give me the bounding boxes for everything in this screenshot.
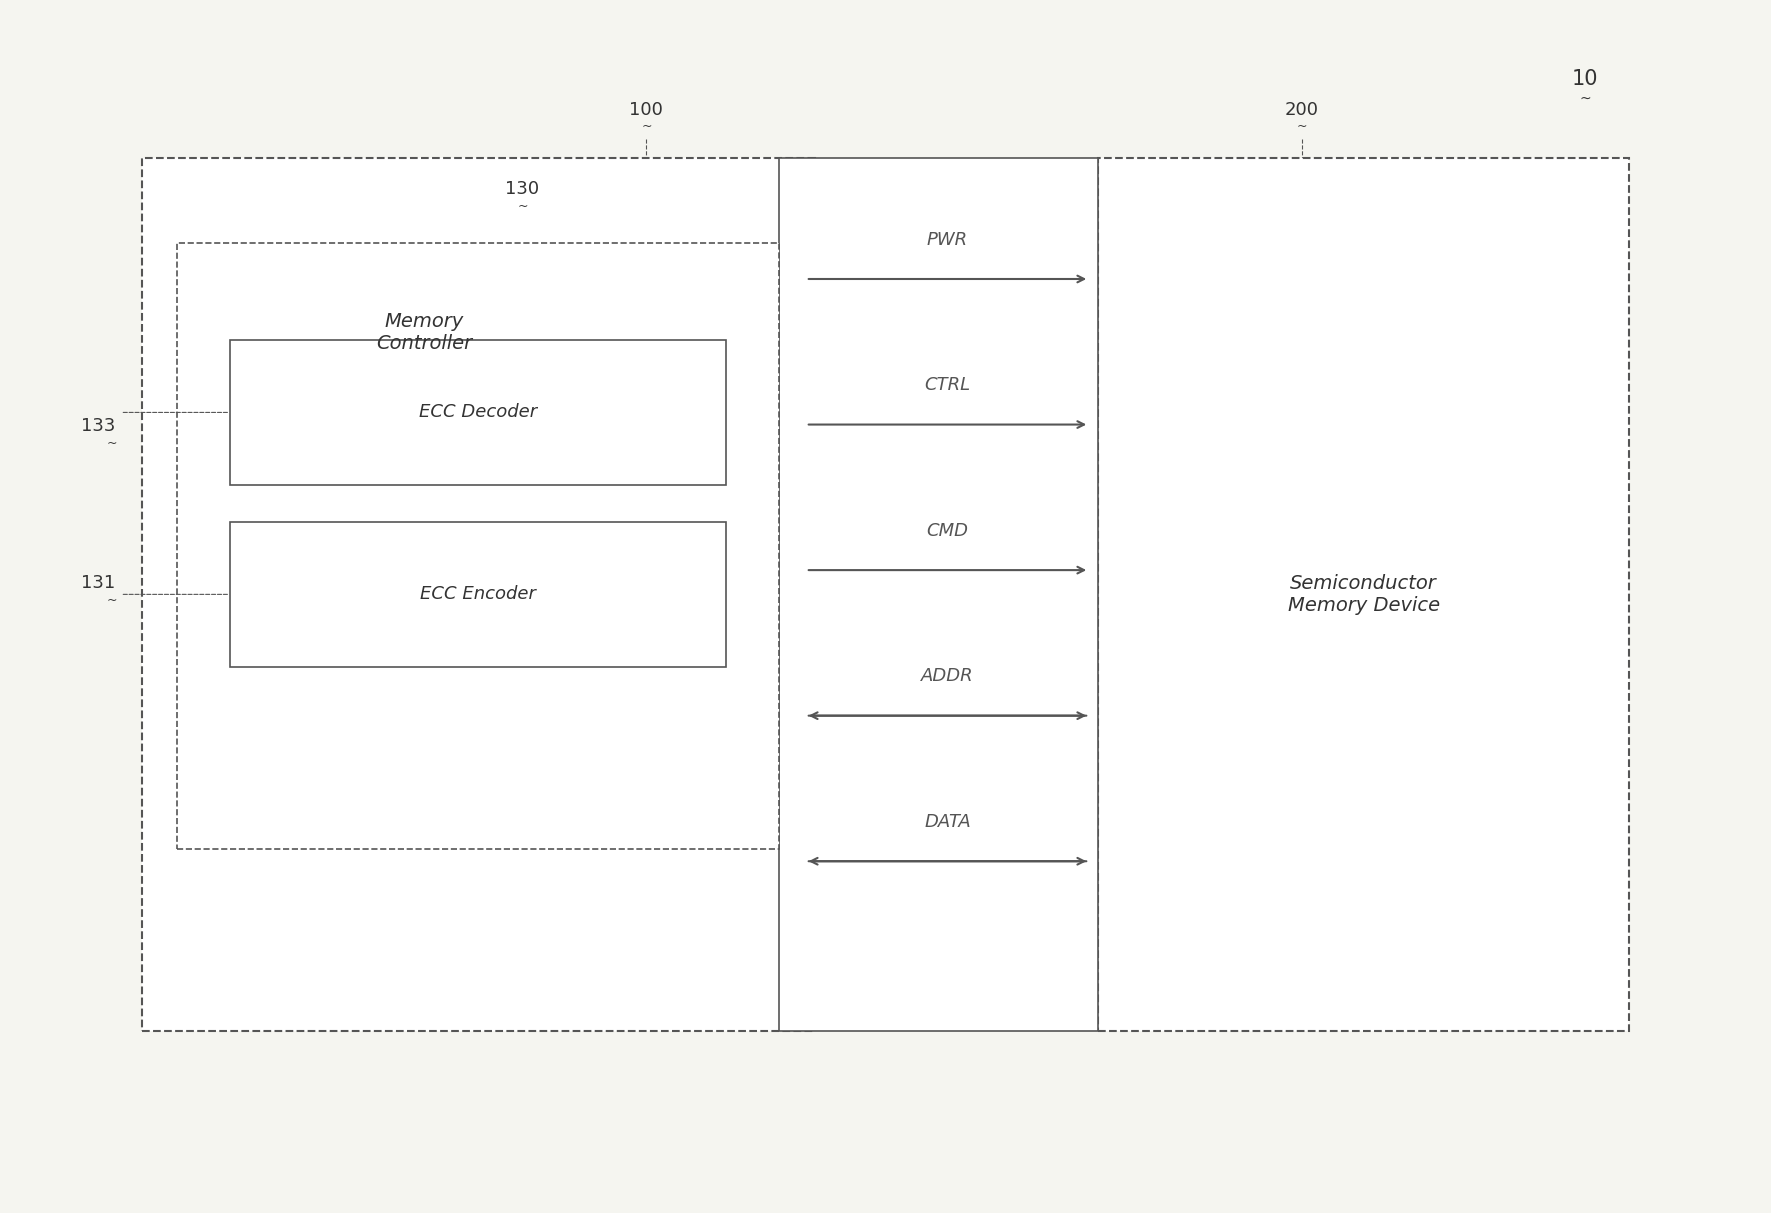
Text: DATA: DATA — [924, 813, 971, 831]
Text: Memory
Controller: Memory Controller — [375, 312, 473, 353]
FancyBboxPatch shape — [779, 158, 1098, 1031]
Text: ~: ~ — [106, 594, 117, 606]
Text: ~: ~ — [641, 120, 652, 132]
Text: 131: 131 — [81, 574, 115, 592]
Text: 200: 200 — [1284, 101, 1319, 119]
Text: 130: 130 — [505, 180, 540, 198]
Text: CMD: CMD — [926, 522, 969, 540]
Text: ~: ~ — [1580, 92, 1590, 106]
Text: 133: 133 — [81, 416, 115, 434]
FancyBboxPatch shape — [142, 158, 815, 1031]
FancyBboxPatch shape — [230, 340, 726, 485]
Text: 100: 100 — [629, 101, 664, 119]
FancyBboxPatch shape — [230, 522, 726, 667]
Text: CTRL: CTRL — [924, 376, 971, 394]
Text: ~: ~ — [106, 437, 117, 449]
Text: ECC Encoder: ECC Encoder — [420, 586, 537, 603]
FancyBboxPatch shape — [177, 243, 779, 849]
Text: PWR: PWR — [926, 230, 969, 249]
Text: 10: 10 — [1573, 69, 1597, 89]
Text: ~: ~ — [1296, 120, 1307, 132]
Text: Semiconductor
Memory Device: Semiconductor Memory Device — [1288, 574, 1440, 615]
Text: ADDR: ADDR — [921, 667, 974, 685]
Text: ECC Decoder: ECC Decoder — [420, 404, 537, 421]
Text: ~: ~ — [517, 200, 528, 212]
FancyBboxPatch shape — [1098, 158, 1629, 1031]
